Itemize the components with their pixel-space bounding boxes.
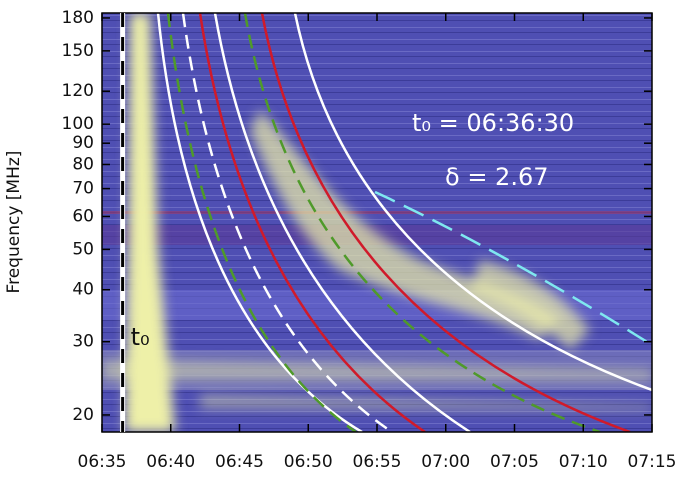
y-axis-label: Frequency [MHz] bbox=[4, 151, 24, 294]
x-tick-label: 07:00 bbox=[421, 452, 470, 472]
x-tick-label: 06:55 bbox=[353, 452, 402, 472]
spectrum bbox=[102, 13, 652, 432]
y-tick-label: 40 bbox=[72, 280, 94, 300]
annotation: t₀ = 06:36:30 bbox=[412, 109, 574, 137]
y-tick-label: 80 bbox=[72, 154, 94, 174]
y-tick-label: 20 bbox=[72, 405, 94, 425]
y-tick-label: 60 bbox=[72, 206, 94, 226]
x-tick-label: 07:10 bbox=[559, 452, 608, 472]
x-tick-label: 06:40 bbox=[146, 452, 195, 472]
onset-label: t₀ bbox=[131, 323, 150, 351]
x-tick-label: 07:05 bbox=[490, 452, 539, 472]
x-tick-label: 06:45 bbox=[215, 452, 264, 472]
y-tick-label: 30 bbox=[72, 332, 94, 352]
x-tick-label: 06:35 bbox=[78, 452, 127, 472]
y-tick-label: 100 bbox=[62, 114, 94, 134]
y-tick-label: 120 bbox=[62, 81, 94, 101]
y-tick-label: 180 bbox=[62, 8, 94, 28]
y-tick-label: 50 bbox=[72, 239, 94, 259]
annotation: δ = 2.67 bbox=[445, 163, 549, 191]
x-tick-label: 07:15 bbox=[628, 452, 677, 472]
y-tick-label: 70 bbox=[72, 179, 94, 199]
y-tick-label: 150 bbox=[62, 41, 94, 61]
y-tick-label: 90 bbox=[72, 133, 94, 153]
x-tick-label: 06:50 bbox=[284, 452, 333, 472]
